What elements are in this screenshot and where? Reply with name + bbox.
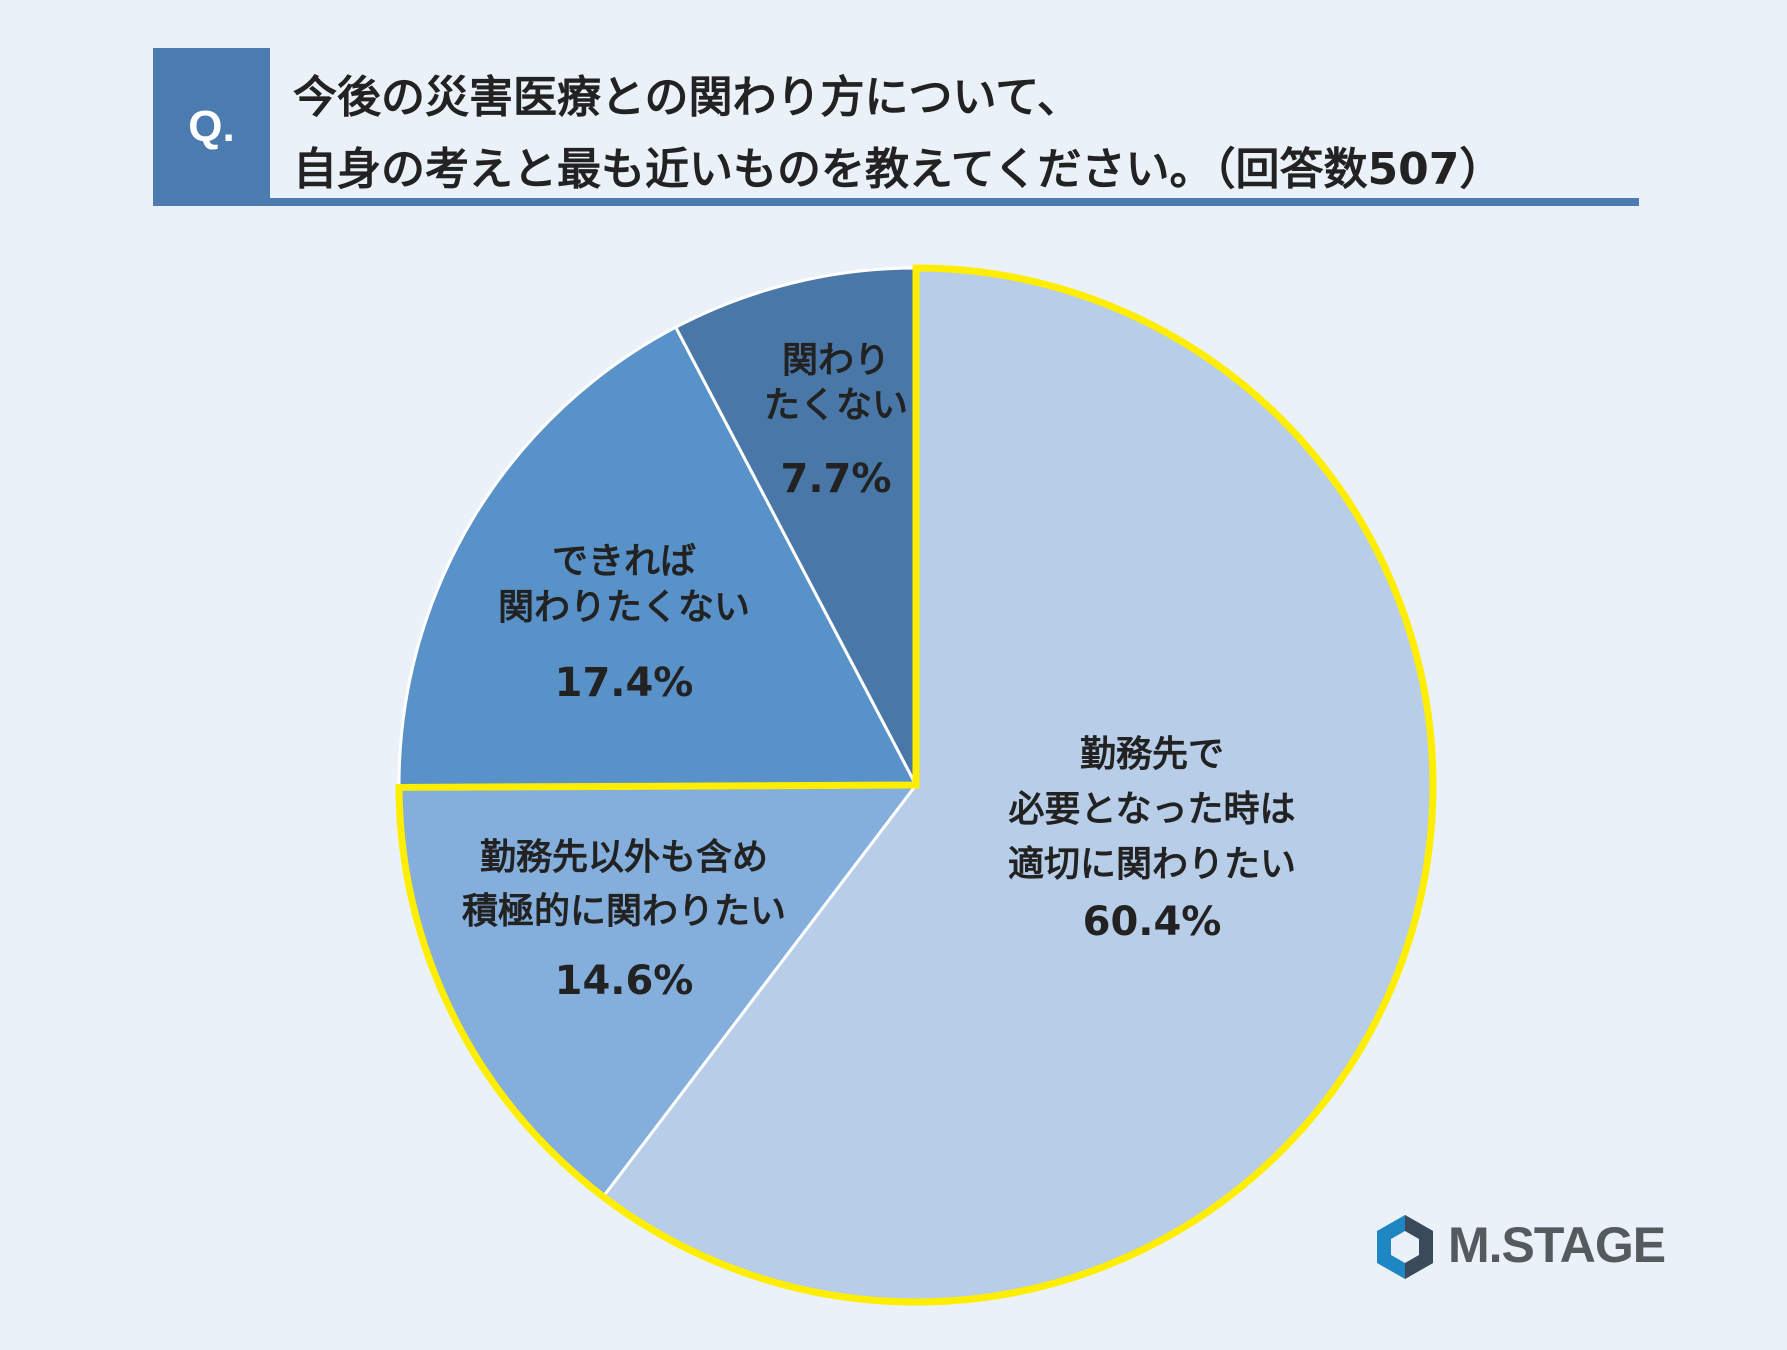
slice-label-3-line-0: 関わり	[782, 340, 890, 381]
question-badge: Q.	[153, 48, 270, 206]
slice-label-1-line-1: 積極的に関わりたい	[462, 891, 786, 932]
pie-slice-3	[673, 266, 918, 786]
hexagon-logo-icon	[1377, 1215, 1433, 1279]
logo-text: M.STAGE	[1448, 1217, 1666, 1273]
slice-label-2-line-0: できれば	[552, 541, 696, 582]
brand-logo: M.STAGE	[1370, 1212, 1690, 1282]
question-text: 今後の災害医療との関わり方について、 自身の考えと最も近いものを教えてください。…	[293, 62, 1503, 206]
slice-value-2: 17.4%	[555, 660, 694, 706]
question-line-2: 自身の考えと最も近いものを教えてください。（回答数507）	[293, 144, 1504, 195]
slice-label-2-line-1: 関わりたくない	[498, 587, 750, 628]
pie-slice-2	[397, 325, 919, 789]
slice-label-1-line-0: 勤務先以外も含め	[480, 837, 768, 878]
slice-label-3-line-1: たくない	[764, 385, 908, 426]
header-underline	[270, 198, 1639, 206]
question-line-1: 今後の災害医療との関わり方について、	[293, 72, 1082, 123]
slice-label-0-line-1: 必要となった時は	[1009, 789, 1296, 830]
slice-value-0: 60.4%	[1083, 899, 1222, 945]
slice-label-0-line-0: 勤務先で	[1080, 734, 1224, 775]
slice-value-1: 14.6%	[555, 958, 694, 1004]
slice-value-3: 7.7%	[781, 456, 892, 502]
question-header: Q. 今後の災害医療との関わり方について、 自身の考えと最も近いものを教えてくだ…	[153, 48, 1639, 206]
slice-label-0-line-2: 適切に関わりたい	[1008, 844, 1296, 885]
highlight-border	[395, 264, 1437, 1306]
